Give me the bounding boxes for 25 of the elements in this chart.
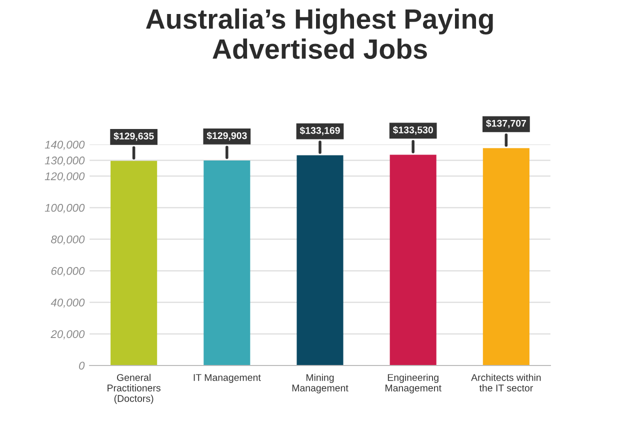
x-tick-label: Engineering Management <box>386 374 442 394</box>
data-label: $133,169 <box>300 126 340 136</box>
bar <box>110 160 158 366</box>
y-tick-label: 100,000 <box>44 204 85 214</box>
y-tick-label: 0 <box>79 362 85 370</box>
data-label: $137,707 <box>486 119 526 128</box>
x-tick-label: IT Management <box>194 374 261 383</box>
data-label: $129,903 <box>206 132 247 140</box>
bar <box>482 148 530 366</box>
y-tick-label: 80,000 <box>51 235 85 245</box>
data-label: $129,635 <box>114 132 154 141</box>
bar <box>204 160 250 366</box>
bar <box>390 154 436 366</box>
y-tick-label: 140,000 <box>44 140 85 150</box>
x-tick-label: General Practitioners (Doctors) <box>108 374 160 404</box>
y-tick-label: 40,000 <box>50 298 85 308</box>
x-tick-label: Mining Management <box>292 374 348 394</box>
y-tick-label: 60,000 <box>51 267 85 276</box>
chart-title: Australia’s Highest Paying Advertised Jobs <box>146 8 493 59</box>
y-tick-label: 20,000 <box>50 330 85 340</box>
x-tick-label: Architects within the IT sector <box>471 374 541 392</box>
y-tick-label: 130,000 <box>44 156 85 166</box>
data-label: $133,530 <box>392 126 433 135</box>
bar <box>296 155 344 366</box>
y-tick-label: 120,000 <box>44 172 85 182</box>
